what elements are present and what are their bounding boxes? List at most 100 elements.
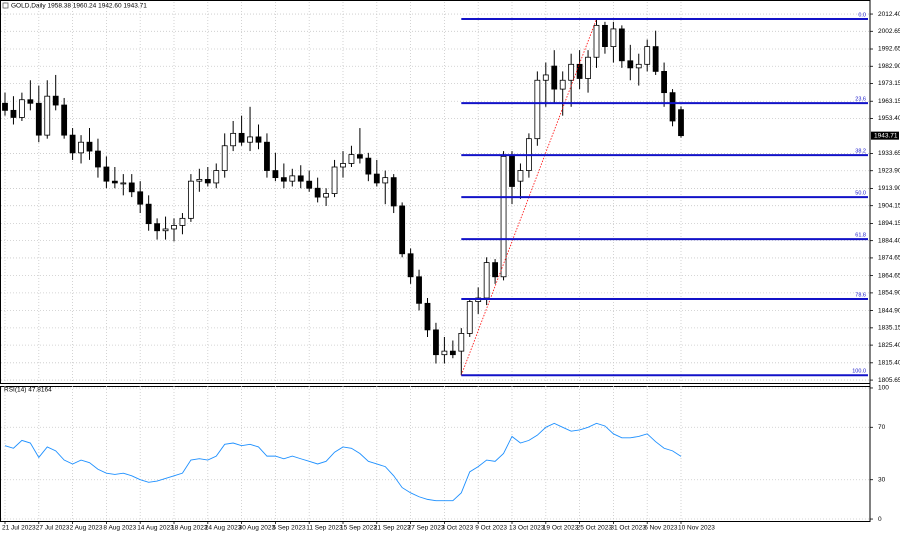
candle-body	[348, 154, 355, 164]
x-tick-label: 31 Oct 2023	[610, 525, 646, 532]
candle-body	[373, 173, 380, 184]
candle-body	[255, 136, 262, 143]
candle-body	[18, 99, 25, 118]
candle-body	[95, 150, 101, 168]
fib-label: 38.2	[855, 149, 866, 155]
candle-body	[128, 182, 135, 193]
candle-body	[213, 170, 220, 184]
candle-body	[466, 301, 473, 334]
x-tick-label: 14 Aug 2023	[137, 525, 174, 532]
x-tick-label: 11 Sep 2023	[306, 525, 343, 532]
y-tick-label: 1884.40	[878, 237, 900, 244]
candle-body	[120, 182, 127, 185]
candle-body	[602, 24, 608, 48]
x-tick-label: 27 Sep 2023	[408, 525, 445, 532]
candle-body	[441, 350, 448, 356]
candle-body	[551, 65, 558, 90]
candle-body	[500, 155, 507, 278]
candle-body	[517, 170, 524, 182]
y-tick-label: 0	[878, 516, 882, 523]
candle-body	[509, 155, 515, 187]
y-tick-label: 100	[878, 385, 889, 392]
candle-body	[238, 132, 245, 143]
fib-trend-line	[460, 18, 597, 376]
candle-body	[576, 63, 583, 79]
x-tick-label: 15 Sep 2023	[340, 525, 377, 532]
candle-body	[458, 333, 465, 352]
candle-body	[399, 205, 406, 255]
fib-label: 100.0	[852, 369, 866, 375]
candle-body	[280, 177, 287, 182]
y-tick-label: 1854.90	[878, 290, 900, 297]
x-tick-label: 19 Oct 2023	[543, 525, 579, 532]
candle-body	[610, 28, 617, 48]
candle-body	[154, 223, 161, 232]
x-tick-label: 25 Oct 2023	[577, 525, 613, 532]
candle-body	[314, 187, 321, 198]
y-tick-label: 1805.65	[878, 377, 900, 384]
candle-body	[483, 262, 490, 299]
candle-body	[534, 79, 541, 140]
y-tick-label: 1874.65	[878, 255, 900, 262]
candle-body	[10, 109, 17, 118]
chart-title: GOLD,Daily 1958.38 1960.24 1942.60 1943.…	[11, 3, 147, 10]
y-tick-label: 1982.90	[878, 63, 900, 70]
candle-body	[171, 225, 177, 230]
y-tick-label: 1973.15	[878, 80, 900, 87]
y-tick-label: 30	[878, 476, 886, 483]
plot: 0.0 23.6 38.2 50.0 61.8 78.6 100.0	[2, 12, 868, 502]
candle-body	[390, 177, 397, 207]
candle-body	[644, 46, 651, 65]
x-tick-label: 21 Sep 2023	[374, 525, 411, 532]
candle-body	[162, 228, 169, 232]
current-price: 1943.71	[874, 132, 898, 139]
candle-body	[297, 175, 304, 182]
candle-body	[331, 166, 338, 194]
candle-body	[196, 178, 203, 182]
candle-body	[585, 56, 591, 79]
y-tick-label: 1835.15	[878, 325, 900, 332]
x-tick-label: 30 Aug 2023	[239, 525, 276, 532]
candle-body	[204, 178, 211, 184]
candle-body	[433, 329, 439, 356]
candle-body	[69, 134, 76, 154]
candle-body	[568, 63, 575, 81]
candle-body	[230, 132, 237, 147]
y-tick-label: 1963.15	[878, 98, 900, 105]
candle-body	[559, 79, 566, 90]
x-tick-label: 21 Jul 2023	[2, 525, 36, 532]
current-price-box	[871, 131, 899, 140]
candle-body	[424, 302, 431, 331]
candle-body	[44, 95, 51, 136]
candle-body	[356, 154, 363, 159]
y-tick-label: 2012.40	[878, 11, 900, 18]
candle-body	[27, 99, 34, 104]
fib-label: 78.6	[855, 292, 866, 298]
y-tick-label: 1913.90	[878, 185, 900, 192]
candle-body	[145, 203, 152, 225]
symbol-icon	[2, 2, 9, 9]
y-tick-label: 1825.40	[878, 342, 900, 349]
candle-body	[103, 166, 110, 182]
x-tick-label: 5 Sep 2023	[272, 525, 306, 532]
candle-body	[2, 102, 8, 111]
candle-body	[407, 253, 414, 278]
candle-body	[661, 71, 667, 94]
candle-body	[306, 180, 313, 189]
x-tick-label: 9 Oct 2023	[475, 525, 507, 532]
y-tick-label: 1894.15	[878, 220, 900, 227]
candle-body	[264, 141, 270, 171]
candle-body	[492, 262, 499, 278]
x-tick-label: 8 Aug 2023	[103, 525, 136, 532]
y-tick-label: 70	[878, 424, 886, 431]
candle-body	[678, 109, 684, 137]
x-tick-label: 10 Nov 2023	[678, 525, 715, 532]
candle-body	[416, 276, 422, 304]
y-tick-label: 1864.65	[878, 272, 900, 279]
rsi-title: RSI(14) 47.8164	[4, 387, 52, 394]
candle-body	[272, 170, 279, 179]
y-tick-label: 1992.65	[878, 46, 900, 53]
x-tick-label: 27 Jul 2023	[36, 525, 70, 532]
candle-body	[78, 141, 84, 154]
